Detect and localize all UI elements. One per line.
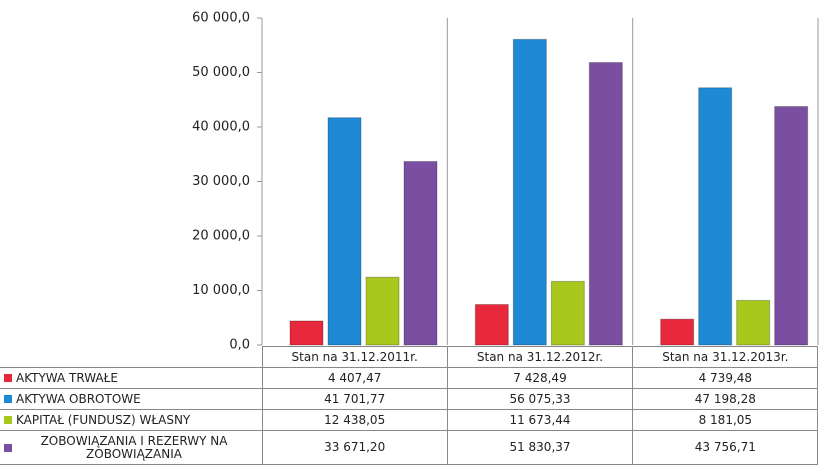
value-label: 4 407,47 — [261, 367, 448, 389]
series-row: KAPITAŁ (FUNDUSZ) WŁASNY 12 438,05 11 673,… — [0, 409, 819, 431]
y-tick-label: 60 000,0 — [192, 11, 250, 26]
blank-cell — [0, 346, 263, 368]
value-label: 4 739,48 — [632, 367, 819, 389]
value-label: 33 671,20 — [261, 430, 448, 465]
y-tick-label: 30 000,0 — [192, 174, 250, 189]
y-tick-label: 20 000,0 — [192, 229, 250, 244]
value-label: 8 181,05 — [632, 409, 819, 431]
value-label: 11 673,44 — [446, 409, 634, 431]
bar — [774, 106, 809, 346]
data-table: Stan na 31.12.2011r. Stan na 31.12.2012r.… — [0, 346, 819, 465]
bar — [660, 318, 695, 346]
bar — [474, 304, 509, 346]
bar — [550, 280, 585, 346]
bar — [736, 299, 771, 346]
legend-swatch — [4, 374, 12, 382]
series-row: AKTYWA TRWAŁE 4 407,47 7 428,49 4 739,48 — [0, 367, 819, 389]
series-row: ZOBOWIĄZANIA I REZERWY NA ZOBOWIĄZANIA 33… — [0, 430, 819, 465]
value-label: 56 075,33 — [446, 388, 634, 410]
category-label: Stan na 31.12.2012r. — [446, 346, 634, 368]
value-label: 12 438,05 — [261, 409, 448, 431]
bar — [365, 276, 400, 346]
legend-cell: ZOBOWIĄZANIA I REZERWY NA ZOBOWIĄZANIA — [0, 430, 263, 465]
category-label: Stan na 31.12.2011r. — [261, 346, 448, 368]
value-label: 41 701,77 — [261, 388, 448, 410]
bar — [289, 320, 324, 346]
bar — [512, 38, 547, 346]
bar — [698, 87, 733, 346]
legend-cell: AKTYWA OBROTOWE — [0, 388, 263, 410]
category-label: Stan na 31.12.2013r. — [632, 346, 819, 368]
bar — [588, 62, 623, 346]
bar — [403, 160, 438, 346]
legend-label: ZOBOWIĄZANIA I REZERWY NA ZOBOWIĄZANIA — [40, 433, 228, 461]
legend-swatch — [4, 443, 12, 452]
legend-label: KAPITAŁ (FUNDUSZ) WŁASNY — [16, 412, 191, 427]
legend-swatch — [4, 416, 12, 424]
legend-cell: AKTYWA TRWAŁE — [0, 367, 263, 389]
header-row: Stan na 31.12.2011r. Stan na 31.12.2012r.… — [0, 346, 819, 368]
legend-swatch — [4, 395, 12, 403]
bar — [327, 117, 362, 346]
y-tick-label: 50 000,0 — [192, 65, 250, 80]
legend-label: AKTYWA TRWAŁE — [16, 370, 118, 385]
value-label: 51 830,37 — [446, 430, 634, 465]
value-label: 47 198,28 — [632, 388, 819, 410]
value-label: 7 428,49 — [446, 367, 634, 389]
value-label: 43 756,71 — [632, 430, 819, 465]
y-tick-label: 10 000,0 — [192, 283, 250, 298]
series-row: AKTYWA OBROTOWE 41 701,77 56 075,33 47 198,… — [0, 388, 819, 410]
y-tick-label: 40 000,0 — [192, 120, 250, 135]
legend-cell: KAPITAŁ (FUNDUSZ) WŁASNY — [0, 409, 263, 431]
legend-label: AKTYWA OBROTOWE — [16, 391, 141, 406]
